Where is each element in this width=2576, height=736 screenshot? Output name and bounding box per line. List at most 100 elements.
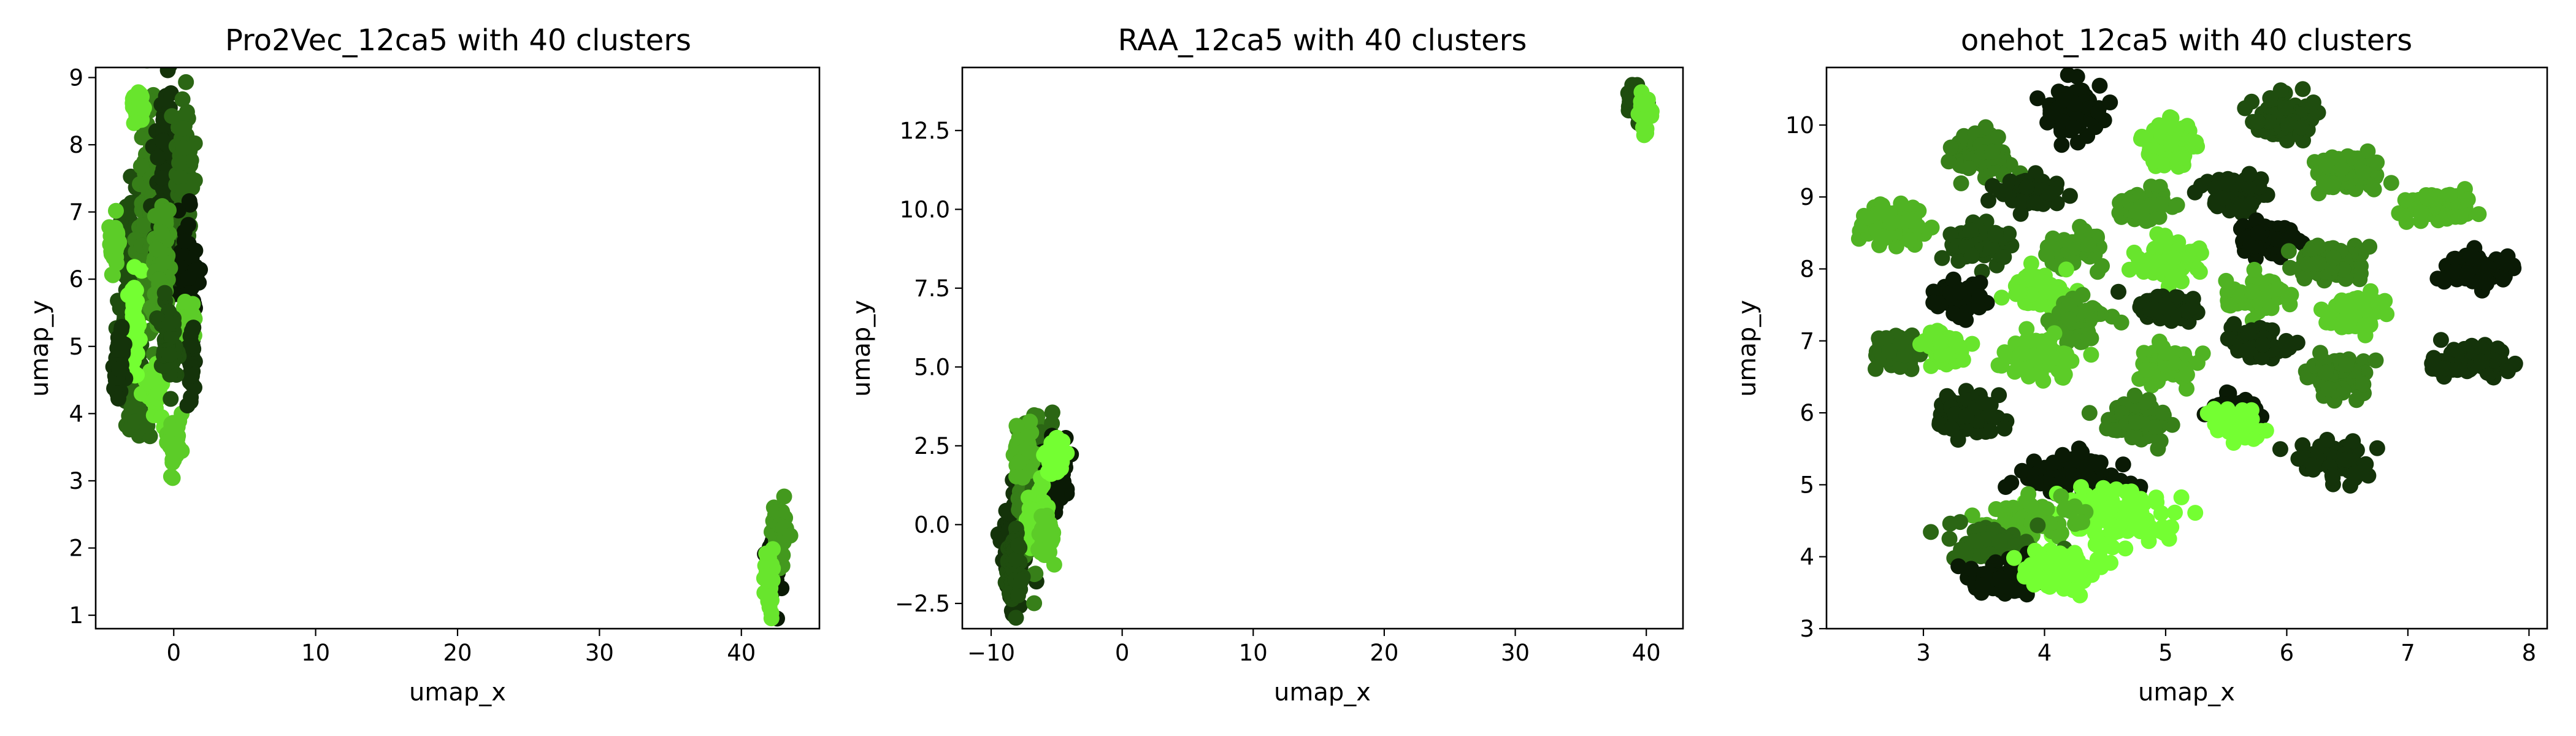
scatter-point — [156, 32, 172, 48]
scatter-point — [1987, 227, 2003, 243]
scatter-point — [2065, 467, 2082, 484]
scatter-point — [1036, 516, 1052, 533]
scatter-point — [2165, 267, 2182, 283]
scatter-points — [101, 32, 799, 627]
scatter-point — [144, 68, 150, 69]
scatter-point — [177, 293, 193, 310]
scatter-point — [1878, 330, 1895, 347]
scatter-point — [2023, 255, 2039, 272]
scatter-point — [1040, 540, 1056, 557]
scatter-point — [2459, 265, 2475, 282]
scatter-point — [1874, 228, 1890, 245]
scatter-point — [2130, 250, 2147, 267]
scatter-point — [2334, 161, 2350, 177]
scatter-point — [171, 155, 188, 171]
scatter-point — [2138, 362, 2155, 378]
scatter-point — [136, 99, 152, 116]
scatter-point — [2305, 94, 2321, 110]
scatter-point — [176, 233, 193, 250]
scatter-point — [2012, 347, 2028, 362]
y-tick-label: 7.5 — [914, 275, 950, 302]
scatter-point — [1008, 551, 1024, 567]
scatter-point — [2299, 256, 2315, 272]
scatter-point — [2437, 360, 2453, 377]
scatter-point — [2014, 462, 2030, 479]
scatter-point — [2353, 294, 2369, 311]
scatter-point — [108, 202, 124, 219]
scatter-point — [1996, 344, 2013, 361]
scatter-point — [2110, 283, 2126, 300]
scatter-point — [2188, 134, 2204, 150]
scatter-point — [2153, 196, 2169, 213]
scatter-point — [2445, 251, 2462, 267]
scatter-point — [183, 152, 199, 169]
x-tick-label: 10 — [1239, 640, 1268, 666]
scatter-point — [2030, 90, 2045, 107]
scatter-point — [2347, 465, 2363, 481]
scatter-point — [1008, 418, 1025, 434]
scatter-point — [2218, 272, 2234, 289]
scatter-point — [2143, 178, 2160, 195]
scatter-point — [1043, 439, 1059, 454]
scatter-point — [2003, 475, 2020, 491]
scatter-point — [2293, 120, 2309, 136]
scatter-point — [2166, 250, 2182, 266]
scatter-point — [2108, 481, 2125, 497]
y-tick-label: 10.0 — [900, 196, 950, 223]
scatter-point — [2222, 297, 2239, 314]
scatter-point — [2151, 209, 2168, 225]
scatter-point — [2282, 259, 2298, 276]
scatter-point — [2026, 194, 2043, 211]
scatter-point — [163, 391, 179, 407]
x-tick-label: 30 — [1501, 640, 1530, 666]
y-tick-label: 7 — [69, 199, 83, 226]
scatter-point — [2302, 243, 2318, 259]
scatter-point — [2220, 176, 2236, 193]
scatter-point — [2187, 184, 2203, 201]
scatter-point — [2045, 454, 2061, 471]
scatter-point — [2432, 332, 2449, 348]
scatter-point — [156, 285, 173, 301]
scatter-point — [2124, 429, 2141, 446]
scatter-point — [2320, 381, 2337, 397]
scatter-point — [1046, 556, 1062, 573]
scatter-point — [134, 263, 150, 279]
scatter-point — [2495, 271, 2512, 288]
axes-frame — [94, 66, 821, 630]
scatter-point — [1941, 531, 1958, 547]
scatter-point — [174, 91, 191, 107]
scatter-point — [2490, 340, 2506, 357]
scatter-point — [1923, 524, 1939, 540]
scatter-point — [1903, 212, 1919, 229]
x-tick-label: −10 — [967, 640, 1015, 666]
scatter-point — [1945, 305, 1962, 322]
scatter-point — [2241, 166, 2258, 182]
scatter-point — [2072, 514, 2088, 531]
scatter-point — [1636, 96, 1652, 113]
scatter-point — [2356, 317, 2373, 333]
scatter-point — [112, 334, 129, 351]
scatter-point — [2294, 81, 2311, 98]
scatter-point — [2080, 237, 2097, 253]
scatter-point — [2106, 422, 2122, 438]
scatter-point — [2090, 264, 2106, 280]
scatter-point — [1964, 335, 1980, 352]
scatter-point — [2090, 104, 2106, 120]
scatter-points — [990, 77, 1660, 626]
scatter-point — [154, 170, 171, 186]
scatter-point — [2083, 330, 2099, 347]
scatter-point — [2377, 293, 2393, 309]
scatter-point — [1996, 420, 2013, 437]
scatter-point — [180, 217, 197, 233]
scatter-point — [2158, 344, 2174, 361]
scatter-point — [2002, 173, 2018, 190]
y-tick-label: 6 — [69, 266, 83, 293]
scatter-point — [127, 413, 144, 430]
scatter-point — [2115, 456, 2131, 473]
scatter-point — [113, 321, 129, 338]
x-tick-label: 10 — [301, 640, 330, 666]
scatter-point — [2467, 251, 2483, 267]
scatter-point — [150, 150, 166, 166]
x-tick-label: 40 — [1632, 640, 1661, 666]
scatter-point — [2022, 497, 2039, 513]
